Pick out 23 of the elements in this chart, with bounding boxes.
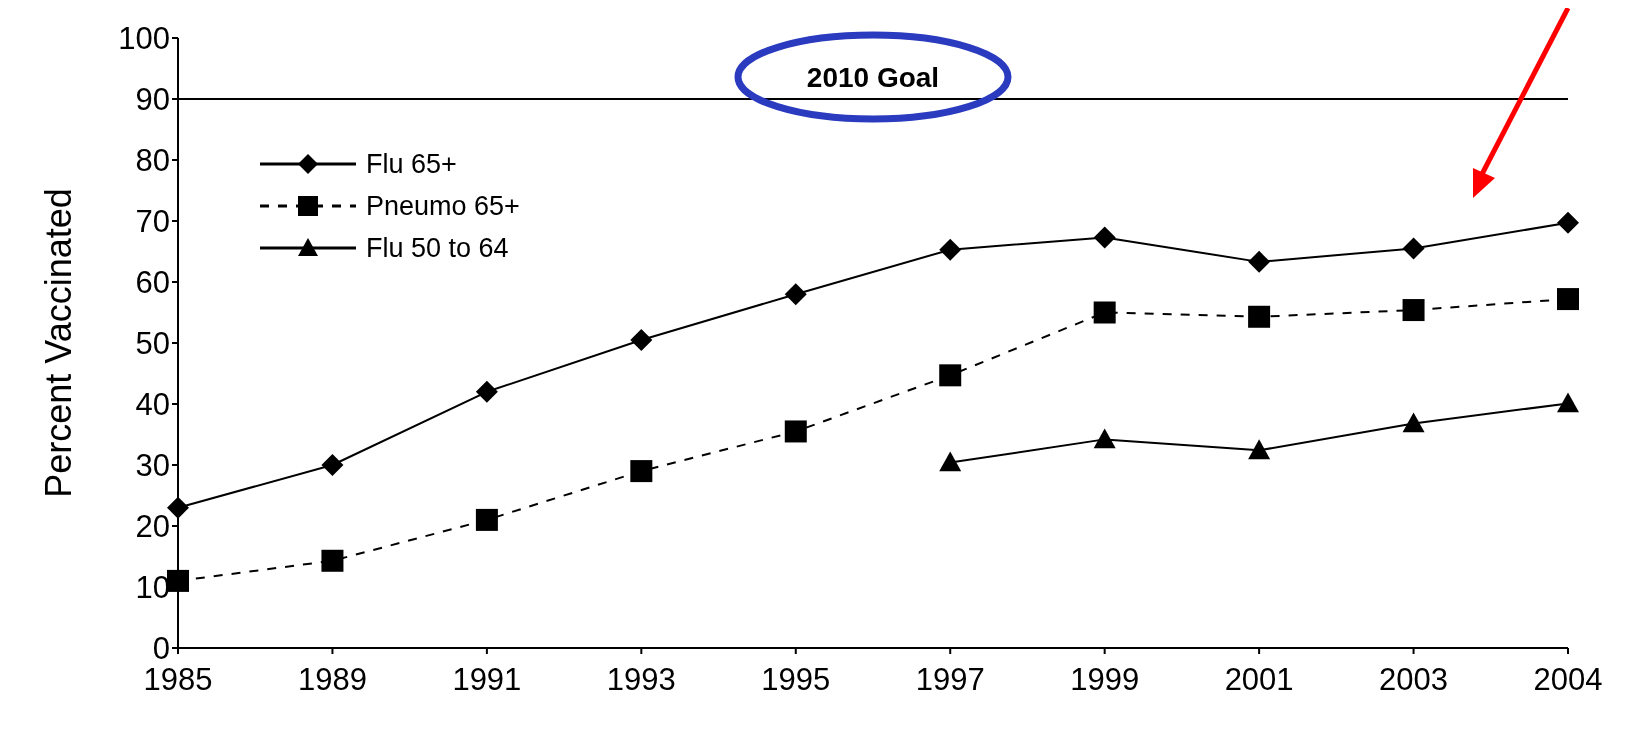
legend-label: Pneumo 65+ [366, 190, 520, 222]
x-tick-label: 1995 [761, 662, 831, 698]
y-tick-label: 90 [135, 82, 170, 117]
legend-label: Flu 65+ [366, 148, 457, 180]
y-tick-label: 50 [135, 326, 170, 362]
ref-line-label: 2010 Goal [806, 62, 940, 93]
y-tick-label: 70 [135, 204, 170, 240]
legend-label: Flu 50 to 64 [366, 232, 509, 264]
x-tick-label: 1991 [452, 662, 522, 698]
x-tick-label: 1993 [606, 662, 676, 698]
x-tick-label: 2001 [1224, 662, 1294, 698]
x-tick-label: 1997 [915, 662, 985, 698]
y-axis-title: Percent Vaccinated [37, 188, 79, 498]
y-tick-label: 30 [135, 448, 170, 484]
x-tick-label: 2004 [1533, 662, 1603, 698]
x-tick-label: 1999 [1070, 662, 1140, 698]
x-tick-label: 2003 [1379, 662, 1449, 698]
y-tick-label: 20 [135, 509, 170, 545]
y-tick-label: 40 [135, 387, 170, 423]
y-tick-label: 80 [135, 143, 170, 179]
y-tick-label: 60 [135, 265, 170, 301]
x-tick-label: 1989 [297, 662, 367, 698]
y-tick-label: 100 [118, 21, 170, 57]
